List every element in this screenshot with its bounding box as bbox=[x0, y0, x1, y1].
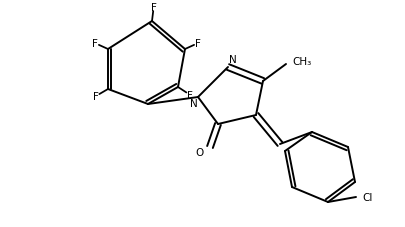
Text: F: F bbox=[93, 92, 98, 102]
Text: N: N bbox=[228, 55, 236, 65]
Text: N: N bbox=[190, 99, 197, 109]
Text: O: O bbox=[195, 147, 204, 157]
Text: F: F bbox=[194, 39, 200, 49]
Text: F: F bbox=[186, 90, 192, 100]
Text: Cl: Cl bbox=[361, 192, 371, 202]
Text: CH₃: CH₃ bbox=[291, 57, 311, 67]
Text: F: F bbox=[150, 3, 156, 13]
Text: F: F bbox=[92, 39, 98, 49]
